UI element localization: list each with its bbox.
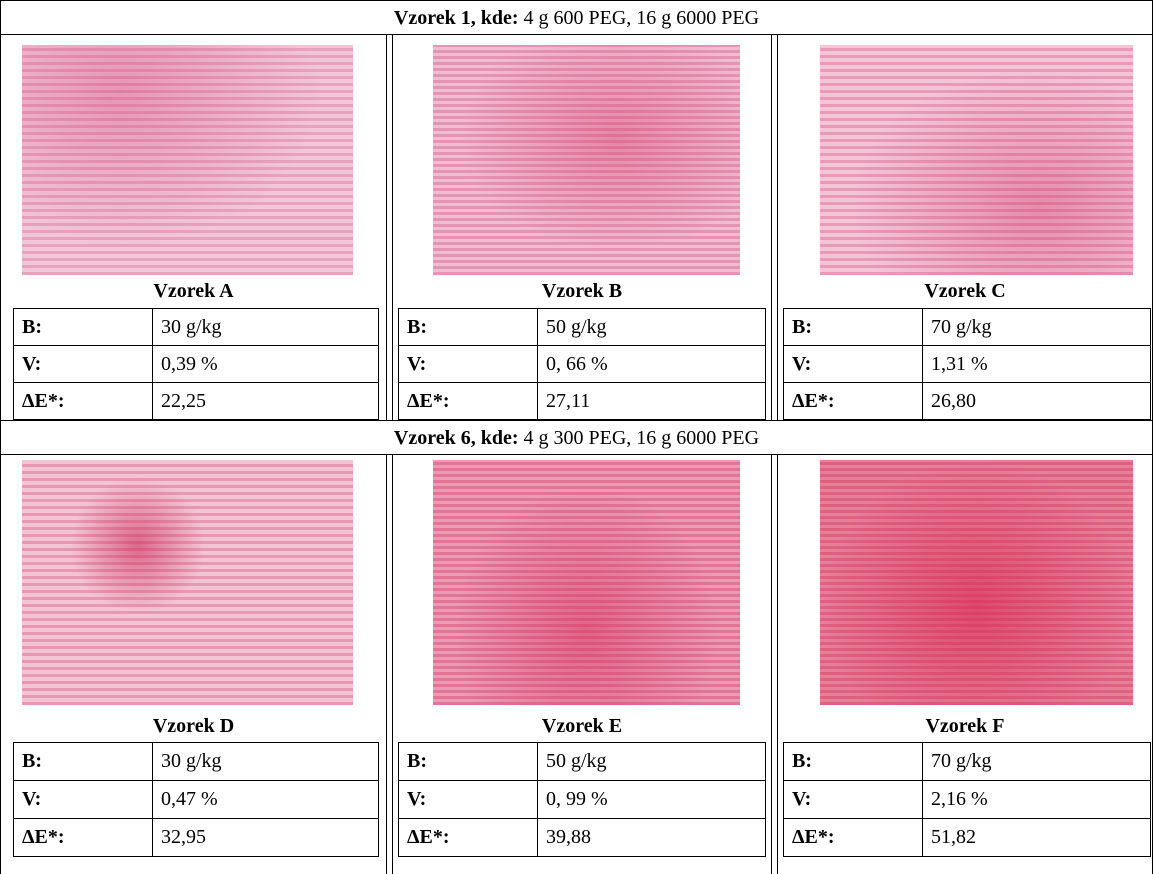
row-label-cell: V: xyxy=(13,780,153,819)
sample-name-text: Vzorek C xyxy=(924,280,1005,302)
section-heading: Vzorek 1, kde: 4 g 600 PEG, 16 g 6000 PE… xyxy=(0,0,1153,35)
row-label-cell: B: xyxy=(13,308,153,346)
row-value: 50 g/kg xyxy=(546,750,607,772)
row-value: 0, 99 % xyxy=(546,788,608,810)
row-value: 30 g/kg xyxy=(161,316,222,338)
sample-image xyxy=(22,460,353,705)
row-value: 39,88 xyxy=(546,826,591,848)
sample-image xyxy=(433,460,740,705)
row-label-cell: B: xyxy=(783,308,923,346)
row-label-cell: ΔE*: xyxy=(13,382,153,420)
row-label: ΔE*: xyxy=(407,390,450,412)
document: Vzorek 1, kde: 4 g 600 PEG, 16 g 6000 PE… xyxy=(0,0,1153,874)
row-value-cell: 30 g/kg xyxy=(152,308,379,346)
row-label-cell: ΔE*: xyxy=(398,818,538,857)
section-heading: Vzorek 6, kde: 4 g 300 PEG, 16 g 6000 PE… xyxy=(0,420,1153,455)
row-value-cell: 30 g/kg xyxy=(152,742,379,781)
row-value-cell: 51,82 xyxy=(922,818,1151,857)
row-label: V: xyxy=(792,788,811,810)
row-label: V: xyxy=(792,353,811,375)
row-value-cell: 32,95 xyxy=(152,818,379,857)
row-label: V: xyxy=(22,353,41,375)
row-value-cell: 0,39 % xyxy=(152,345,379,383)
row-label: B: xyxy=(22,750,42,772)
row-label: ΔE*: xyxy=(792,826,835,848)
row-value: 0, 66 % xyxy=(546,353,608,375)
heading-text: 4 g 600 PEG, 16 g 6000 PEG xyxy=(524,7,760,29)
row-value: 51,82 xyxy=(931,826,976,848)
row-label-cell: ΔE*: xyxy=(398,382,538,420)
row-label-cell: V: xyxy=(13,345,153,383)
row-value-cell: 0, 99 % xyxy=(537,780,766,819)
row-label-cell: ΔE*: xyxy=(783,382,923,420)
row-value-cell: 0, 66 % xyxy=(537,345,766,383)
heading-text: 4 g 300 PEG, 16 g 6000 PEG xyxy=(524,427,760,449)
row-value-cell: 26,80 xyxy=(922,382,1151,420)
row-value: 0,47 % xyxy=(161,788,218,810)
row-label-cell: V: xyxy=(398,345,538,383)
row-label: B: xyxy=(407,316,427,338)
row-label: B: xyxy=(407,750,427,772)
row-label: ΔE*: xyxy=(22,390,65,412)
row-label-cell: ΔE*: xyxy=(13,818,153,857)
sample-name: Vzorek A xyxy=(0,280,387,304)
row-label-cell: V: xyxy=(783,780,923,819)
row-label: ΔE*: xyxy=(407,826,450,848)
row-label: V: xyxy=(407,788,426,810)
sample-name-text: Vzorek A xyxy=(153,280,233,302)
row-label-cell: B: xyxy=(783,742,923,781)
sample-name-text: Vzorek D xyxy=(153,715,234,737)
row-label-cell: B: xyxy=(398,742,538,781)
row-label: B: xyxy=(22,316,42,338)
row-label-cell: ΔE*: xyxy=(783,818,923,857)
row-label-cell: V: xyxy=(398,780,538,819)
row-value-cell: 1,31 % xyxy=(922,345,1151,383)
sample-name: Vzorek B xyxy=(392,280,772,304)
sample-name: Vzorek E xyxy=(392,715,772,739)
row-label-cell: V: xyxy=(783,345,923,383)
row-label-cell: B: xyxy=(13,742,153,781)
row-value: 50 g/kg xyxy=(546,316,607,338)
row-value-cell: 22,25 xyxy=(152,382,379,420)
row-value: 70 g/kg xyxy=(931,750,992,772)
row-value: 2,16 % xyxy=(931,788,988,810)
sample-image xyxy=(820,460,1133,705)
sample-name-text: Vzorek E xyxy=(542,715,622,737)
row-value-cell: 50 g/kg xyxy=(537,742,766,781)
sample-image xyxy=(22,45,353,275)
row-value-cell: 2,16 % xyxy=(922,780,1151,819)
row-label: V: xyxy=(407,353,426,375)
sample-image xyxy=(820,45,1133,275)
row-label: V: xyxy=(22,788,41,810)
row-value: 0,39 % xyxy=(161,353,218,375)
sample-name: Vzorek C xyxy=(777,280,1153,304)
row-value: 26,80 xyxy=(931,390,976,412)
sample-name-text: Vzorek B xyxy=(542,280,622,302)
row-value: 30 g/kg xyxy=(161,750,222,772)
row-value-cell: 0,47 % xyxy=(152,780,379,819)
row-label: ΔE*: xyxy=(22,826,65,848)
heading-bold: Vzorek 6, kde: xyxy=(394,427,519,449)
row-value: 32,95 xyxy=(161,826,206,848)
row-label: B: xyxy=(792,750,812,772)
row-value-cell: 70 g/kg xyxy=(922,308,1151,346)
row-value-cell: 39,88 xyxy=(537,818,766,857)
row-value-cell: 50 g/kg xyxy=(537,308,766,346)
row-label: ΔE*: xyxy=(792,390,835,412)
row-value: 1,31 % xyxy=(931,353,988,375)
row-value-cell: 70 g/kg xyxy=(922,742,1151,781)
sample-image xyxy=(433,45,740,275)
sample-name: Vzorek F xyxy=(777,715,1153,739)
row-value: 70 g/kg xyxy=(931,316,992,338)
row-value: 27,11 xyxy=(546,390,590,412)
row-value-cell: 27,11 xyxy=(537,382,766,420)
heading-bold: Vzorek 1, kde: xyxy=(394,7,519,29)
row-label-cell: B: xyxy=(398,308,538,346)
sample-name: Vzorek D xyxy=(0,715,387,739)
row-value: 22,25 xyxy=(161,390,206,412)
sample-name-text: Vzorek F xyxy=(925,715,1004,737)
row-label: B: xyxy=(792,316,812,338)
